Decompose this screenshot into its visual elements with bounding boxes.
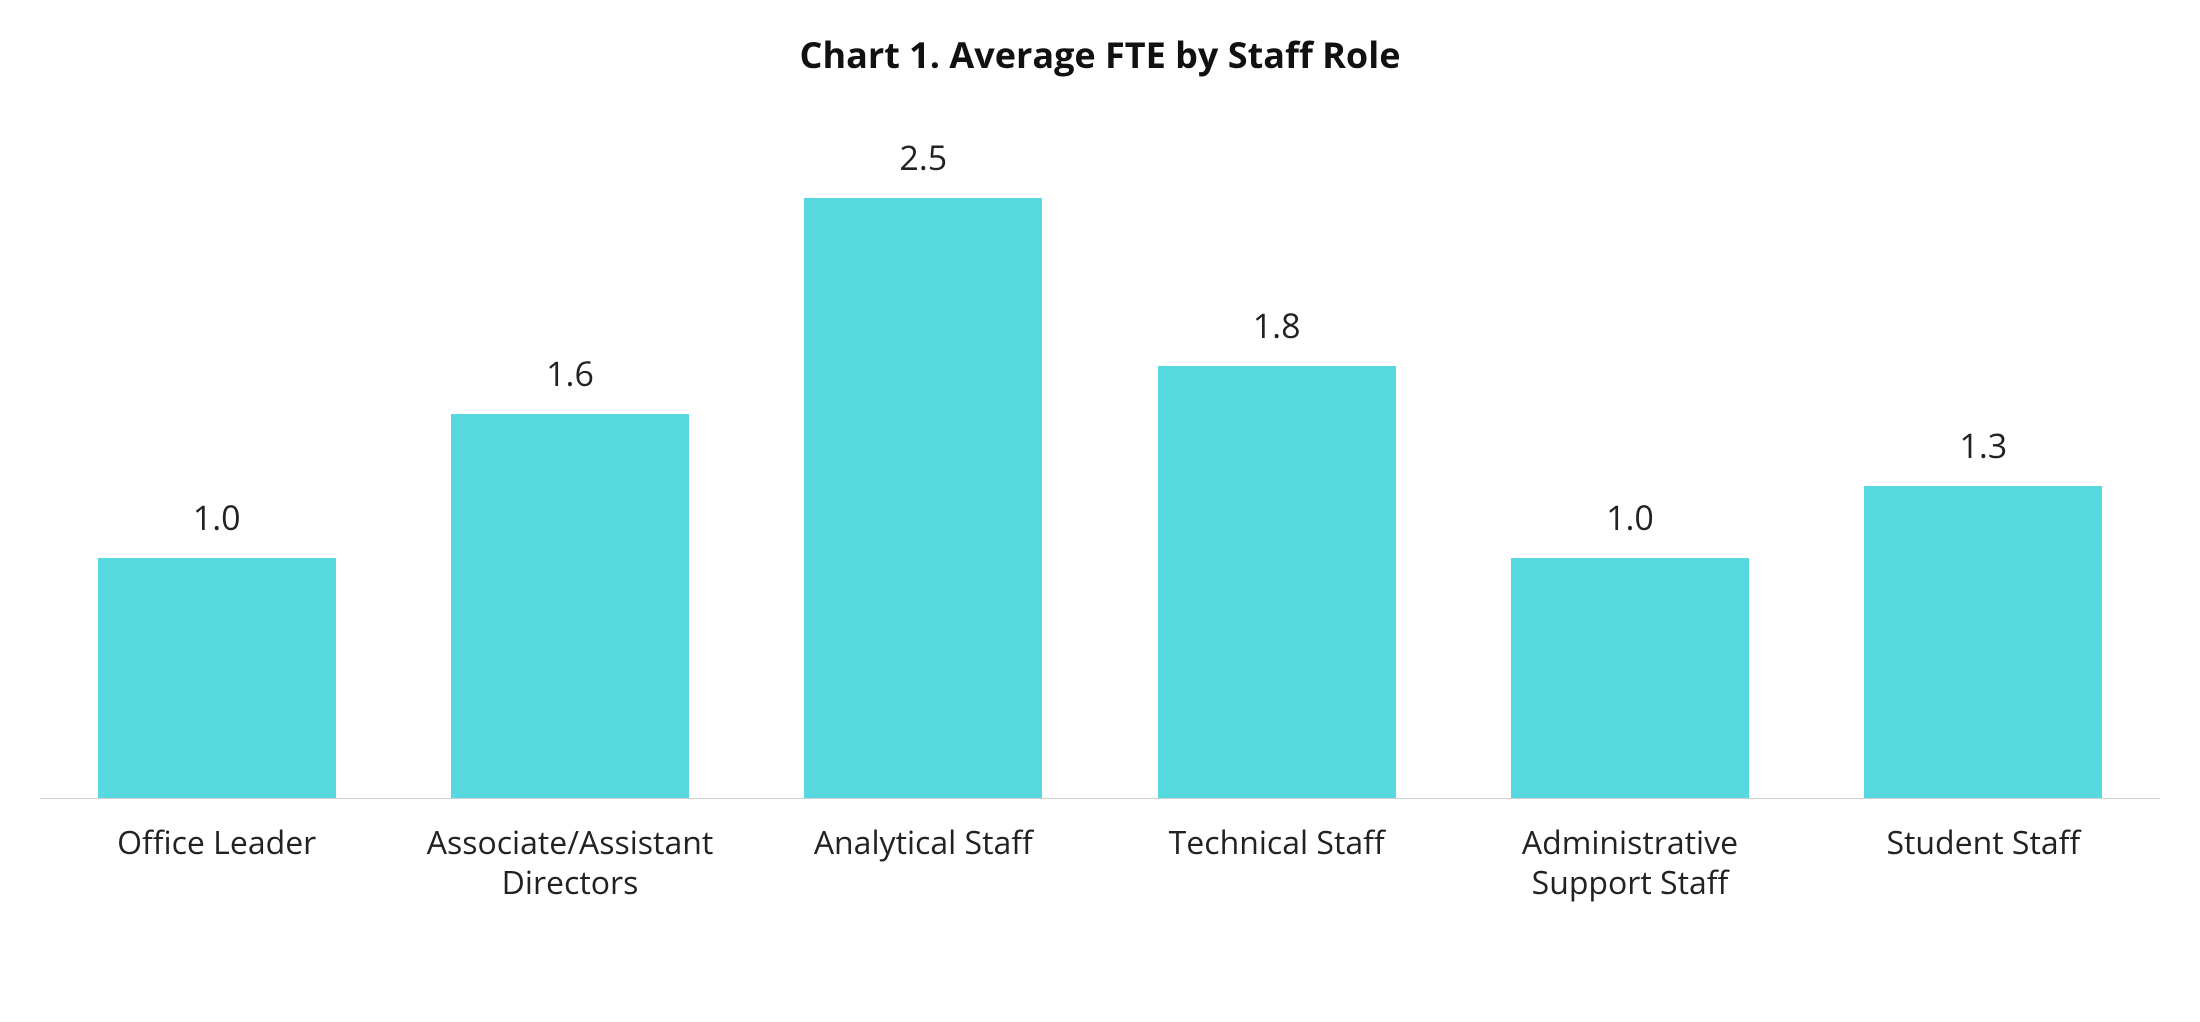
bar-value-label: 1.0 (193, 494, 241, 540)
bar-slot: 2.5 (747, 134, 1100, 798)
category-label: Associate/Assistant Directors (393, 823, 746, 903)
bar-value-label: 1.6 (546, 350, 594, 396)
bar-value-label: 1.8 (1253, 302, 1301, 348)
bar (1158, 366, 1396, 798)
bar-slot: 1.0 (40, 494, 393, 798)
bar (1511, 558, 1749, 798)
plot-area: 1.01.62.51.81.01.3 Office LeaderAssociat… (40, 139, 2160, 903)
bar (98, 558, 336, 798)
chart-title: Chart 1. Average FTE by Staff Role (40, 30, 2160, 79)
bar-value-label: 1.3 (1959, 422, 2007, 468)
category-label: Administrative Support Staff (1453, 823, 1806, 903)
category-label: Analytical Staff (747, 823, 1100, 903)
fte-bar-chart: Chart 1. Average FTE by Staff Role 1.0 1.… (0, 0, 2200, 1022)
bar-slot: 1.0 (1453, 494, 1806, 798)
bar-slot: 1.3 (1807, 422, 2160, 798)
category-label: Student Staff (1807, 823, 2160, 903)
bar-value-label: 2.5 (899, 134, 947, 180)
category-labels-row: Office LeaderAssociate/Assistant Directo… (40, 823, 2160, 903)
bar (804, 198, 1042, 798)
category-label: Office Leader (40, 823, 393, 903)
bar-slot: 1.8 (1100, 302, 1453, 798)
bar-slot: 1.6 (393, 350, 746, 798)
bar (451, 414, 689, 798)
category-label: Technical Staff (1100, 823, 1453, 903)
bar-value-label: 1.0 (1606, 494, 1654, 540)
bars-row: 1.01.62.51.81.01.3 (40, 139, 2160, 799)
bar (1864, 486, 2102, 798)
